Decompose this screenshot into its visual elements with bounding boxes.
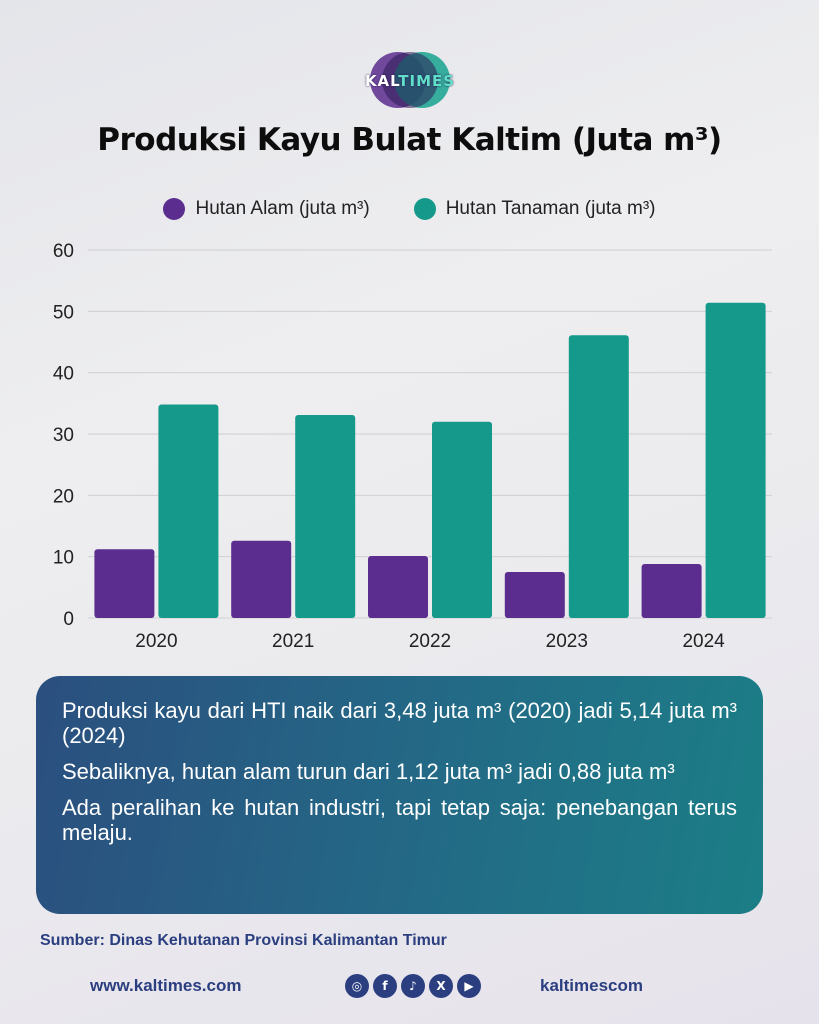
y-tick-label: 20 — [53, 486, 74, 507]
x-tick-label: 2021 — [272, 631, 314, 652]
y-tick-label: 10 — [53, 548, 74, 569]
y-tick-label: 0 — [63, 609, 74, 630]
facebook-icon[interactable]: f — [373, 974, 397, 998]
info-paragraph-3: Ada peralihan ke hutan industri, tapi te… — [62, 795, 737, 845]
tiktok-icon[interactable]: ♪ — [401, 974, 425, 998]
bar-hutan-tanaman — [158, 404, 219, 618]
info-box: Produksi kayu dari HTI naik dari 3,48 ju… — [36, 676, 763, 914]
bar-hutan-alam — [94, 549, 155, 618]
logo-circles — [370, 52, 450, 112]
x-tick-label: 2023 — [546, 631, 588, 652]
legend-swatch-hutan-tanaman — [413, 198, 436, 220]
social-handle[interactable]: kaltimescom — [540, 976, 643, 995]
x-icon[interactable]: X — [429, 974, 453, 998]
kaltimes-logo: KALTIMES — [340, 50, 480, 114]
bar-hutan-tanaman — [295, 414, 356, 618]
x-tick-label: 2022 — [409, 631, 451, 652]
youtube-icon[interactable]: ▶ — [457, 974, 481, 998]
website-link[interactable]: www.kaltimes.com — [90, 976, 242, 995]
bar-hutan-alam — [641, 564, 702, 618]
legend-swatch-hutan-alam — [163, 198, 186, 220]
logo-text: KALTIMES — [364, 72, 456, 90]
bar-hutan-alam — [231, 540, 292, 618]
footer: www.kaltimes.com ◎ f ♪ X ▶ kaltimescom — [0, 974, 819, 998]
x-tick-label: 2024 — [682, 631, 725, 652]
chart-legend: Hutan Alam (juta m³) Hutan Tanaman (juta… — [0, 194, 819, 224]
y-tick-label: 50 — [53, 302, 74, 323]
bar-hutan-tanaman — [432, 421, 492, 618]
bar-chart: 0 10 20 30 40 50 60 2020 2021 2022 2023 2024 — [53, 241, 772, 652]
instagram-icon[interactable]: ◎ — [345, 974, 369, 998]
bar-hutan-alam — [368, 556, 428, 618]
bar-hutan-tanaman — [705, 302, 766, 618]
source-note: Sumber: Dinas Kehutanan Provinsi Kaliman… — [40, 932, 447, 949]
legend-item-hutan-tanaman: Hutan Tanaman (juta m³) — [413, 198, 656, 220]
legend-label-hutan-tanaman: Hutan Tanaman (juta m³) — [445, 198, 656, 219]
x-tick-label: 2020 — [135, 631, 177, 652]
y-tick-label: 60 — [53, 241, 74, 262]
bar-hutan-alam — [504, 572, 565, 618]
chart-title: Produksi Kayu Bulat Kaltim (Juta m³) — [97, 122, 722, 158]
info-paragraph-1: Produksi kayu dari HTI naik dari 3,48 ju… — [62, 698, 737, 748]
info-paragraph-2: Sebaliknya, hutan alam turun dari 1,12 j… — [62, 759, 675, 784]
social-icons: ◎ f ♪ X ▶ — [345, 974, 481, 998]
bar-hutan-tanaman — [568, 335, 629, 618]
y-tick-label: 40 — [53, 364, 74, 385]
y-tick-label: 30 — [53, 425, 74, 446]
legend-label-hutan-alam: Hutan Alam (juta m³) — [195, 198, 370, 219]
legend-item-hutan-alam: Hutan Alam (juta m³) — [163, 198, 370, 220]
